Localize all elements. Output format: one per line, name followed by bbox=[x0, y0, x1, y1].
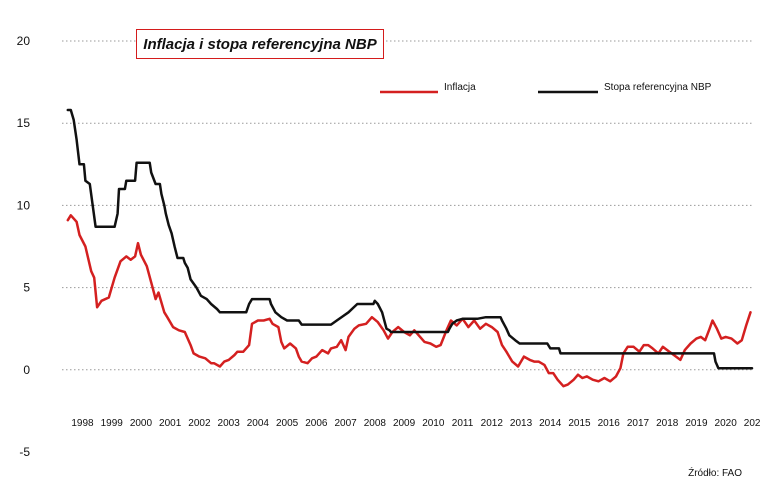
x-tick-label: 2013 bbox=[510, 418, 533, 429]
x-tick-label: 2002 bbox=[188, 418, 211, 429]
x-tick-label: 2015 bbox=[568, 418, 591, 429]
chart-title: Inflacja i stopa referencyjna NBP bbox=[143, 35, 377, 53]
x-tick-label: 2006 bbox=[305, 418, 328, 429]
x-tick-label: 2009 bbox=[393, 418, 416, 429]
grid-lines bbox=[62, 40, 752, 371]
y-tick-label: -5 bbox=[19, 445, 30, 459]
x-tick-label: 2012 bbox=[481, 418, 504, 429]
x-tick-label: 2018 bbox=[656, 418, 679, 429]
x-tick-label: 2011 bbox=[452, 418, 474, 429]
legend-label-inflacja: Inflacja bbox=[444, 82, 476, 93]
x-tick-label: 2014 bbox=[539, 418, 562, 429]
series-line-inflacja bbox=[66, 214, 752, 388]
y-tick-label: 10 bbox=[17, 198, 31, 212]
y-tick-label: 15 bbox=[17, 116, 31, 130]
x-tick-label: 2020 bbox=[715, 418, 738, 429]
y-tick-label: 5 bbox=[23, 281, 30, 295]
x-axis-ticks: 1998 1999 2000 2001 2002 2003 2004 2005 2006 2007… bbox=[71, 418, 760, 429]
x-tick-label: 2000 bbox=[130, 418, 153, 429]
x-tick-label: 2005 bbox=[276, 418, 299, 429]
x-tick-label: 2010 bbox=[422, 418, 445, 429]
y-tick-label: 0 bbox=[23, 363, 30, 377]
x-tick-label: 2016 bbox=[598, 418, 621, 429]
source-label: Źródło: FAO bbox=[688, 468, 742, 479]
x-tick-label: 1998 bbox=[71, 418, 94, 429]
x-tick-label: 2008 bbox=[364, 418, 387, 429]
x-tick-label: 2001 bbox=[159, 418, 182, 429]
chart-title-box: Inflacja i stopa referencyjna NBP bbox=[136, 29, 384, 59]
y-axis-ticks: 20 15 10 5 0 -5 bbox=[17, 34, 31, 459]
x-tick-label: 2019 bbox=[685, 418, 708, 429]
x-tick-label: 1999 bbox=[101, 418, 124, 429]
x-tick-label: 2007 bbox=[334, 418, 357, 429]
x-tick-label: 2017 bbox=[627, 418, 650, 429]
legend: Inflacja Stopa referencyjna NBP bbox=[380, 82, 712, 94]
x-tick-label: 2004 bbox=[247, 418, 270, 429]
x-tick-label: 2003 bbox=[218, 418, 241, 429]
x-tick-label: 2021 bbox=[744, 418, 760, 429]
legend-label-stopa: Stopa referencyjna NBP bbox=[604, 82, 712, 93]
series-line-stopa bbox=[66, 108, 754, 370]
y-tick-label: 20 bbox=[17, 34, 31, 48]
series-lines bbox=[66, 108, 754, 388]
